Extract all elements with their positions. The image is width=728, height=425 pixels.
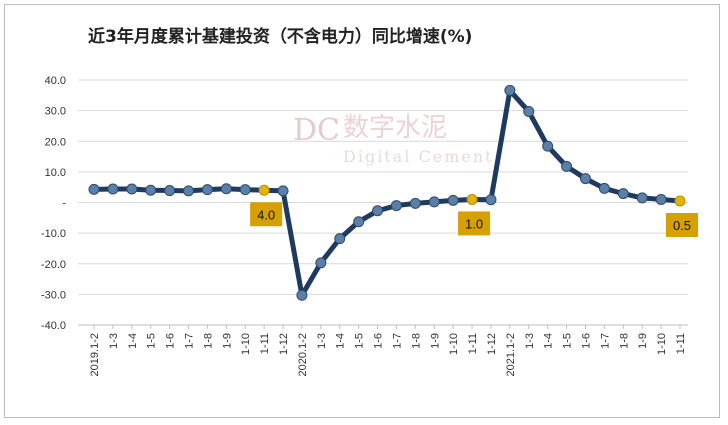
data-point [126, 183, 138, 195]
y-tick-label: 30.0 [45, 106, 66, 118]
x-tick-label: 1-8 [618, 333, 630, 349]
series-markers [88, 84, 686, 301]
x-tick-label: 1-11 [675, 333, 687, 354]
y-tick-label: - [62, 198, 66, 210]
y-tick-label: -20.0 [41, 259, 66, 271]
x-tick-label: 1-3 [316, 333, 328, 349]
x-tick-label: 1-6 [373, 333, 385, 349]
chart-title: 近3年月度累计基建投资（不含电力）同比增速(%) [88, 27, 473, 47]
callout-label: 1.0 [465, 216, 483, 231]
x-tick-label: 1-6 [580, 333, 592, 349]
y-tick-label: -10.0 [41, 228, 66, 240]
data-point [107, 183, 119, 195]
data-point [598, 182, 610, 194]
data-point [636, 192, 648, 204]
x-tick-label: 1-10 [656, 333, 668, 355]
data-point [542, 140, 554, 152]
callouts: 4.0 1.0 0.5 [250, 202, 698, 237]
data-point [523, 106, 535, 118]
x-tick-label: 1-9 [429, 333, 441, 349]
watermark-en: Digital Cement [343, 147, 494, 166]
x-tick-label: 1-9 [637, 333, 649, 349]
data-point [315, 257, 327, 269]
x-tick-label: 1-3 [108, 333, 120, 349]
data-point [334, 233, 346, 245]
grid [78, 79, 688, 326]
data-point [296, 289, 308, 301]
data-point [617, 188, 629, 200]
watermark-logo: DC [293, 113, 340, 148]
x-tick-label: 1-7 [391, 333, 403, 349]
x-tick-label: 1-12 [278, 333, 290, 355]
callout-label: 4.0 [257, 207, 275, 222]
x-tick-label: 1-5 [562, 333, 574, 349]
x-tick-label: 1-4 [127, 333, 139, 349]
x-axis: 2019.1-2 1-3 1-4 1-5 1-6 1-7 1-8 1-9 1-10 1-11 1-1… [78, 324, 688, 376]
x-tick-label: 1-4 [335, 333, 347, 349]
x-tick-label: 1-6 [165, 333, 177, 349]
x-tick-label: 1-8 [202, 333, 214, 349]
y-tick-label: -40.0 [41, 320, 66, 332]
callout-box [458, 211, 491, 236]
highlight-point [466, 193, 478, 205]
data-point [447, 194, 459, 206]
data-point [655, 193, 667, 205]
data-point [164, 185, 176, 197]
callout-box [250, 202, 283, 227]
data-point [390, 200, 402, 212]
x-tick-label: 1-3 [524, 333, 536, 349]
x-tick-label: 1-5 [354, 333, 366, 349]
data-point [428, 196, 440, 208]
watermark: DC 数字水泥 Digital Cement [293, 113, 494, 166]
x-tick-label: 1-11 [259, 333, 271, 354]
data-point [220, 183, 232, 195]
data-point [561, 160, 573, 172]
data-point [579, 173, 591, 185]
x-tick-label: 1-12 [486, 333, 498, 355]
x-tick-label: 2019.1-2 [89, 333, 101, 376]
x-tick-label: 1-8 [410, 333, 422, 349]
data-point [353, 216, 365, 228]
callout-box [666, 212, 698, 237]
data-point [409, 197, 421, 209]
x-tick-label: 1-4 [543, 333, 555, 349]
data-point [504, 84, 516, 96]
x-tick-label: 1-10 [240, 333, 252, 355]
data-point [145, 184, 157, 196]
data-point [485, 194, 497, 206]
data-point [239, 184, 251, 196]
y-tick-label: 20.0 [45, 136, 66, 148]
x-tick-label: 1-7 [599, 333, 611, 349]
chart-frame [4, 4, 720, 418]
x-tick-label: 1-11 [467, 333, 479, 354]
x-tick-label: 1-5 [146, 333, 158, 349]
x-tick-label: 2020.1-2 [297, 333, 309, 376]
y-axis: 40.0 30.0 20.0 10.0 - -10.0 -20.0 -30.0 -40.0 [41, 75, 66, 332]
highlight-point [674, 195, 686, 207]
data-point [372, 205, 384, 217]
y-tick-label: 40.0 [45, 75, 66, 87]
data-point [277, 185, 289, 197]
watermark-cn: 数字水泥 [343, 113, 447, 143]
highlight-point [258, 184, 270, 196]
callout-label: 0.5 [673, 218, 691, 233]
x-tick-label: 2021.1-2 [505, 333, 517, 376]
x-tick-label: 1-9 [221, 333, 233, 349]
data-point [88, 183, 100, 195]
x-tick-label: 1-10 [448, 333, 460, 355]
y-tick-label: 10.0 [45, 167, 66, 179]
data-point [201, 184, 213, 196]
x-tick-label: 1-7 [184, 333, 196, 349]
data-point [183, 185, 195, 197]
y-tick-label: -30.0 [41, 289, 66, 301]
